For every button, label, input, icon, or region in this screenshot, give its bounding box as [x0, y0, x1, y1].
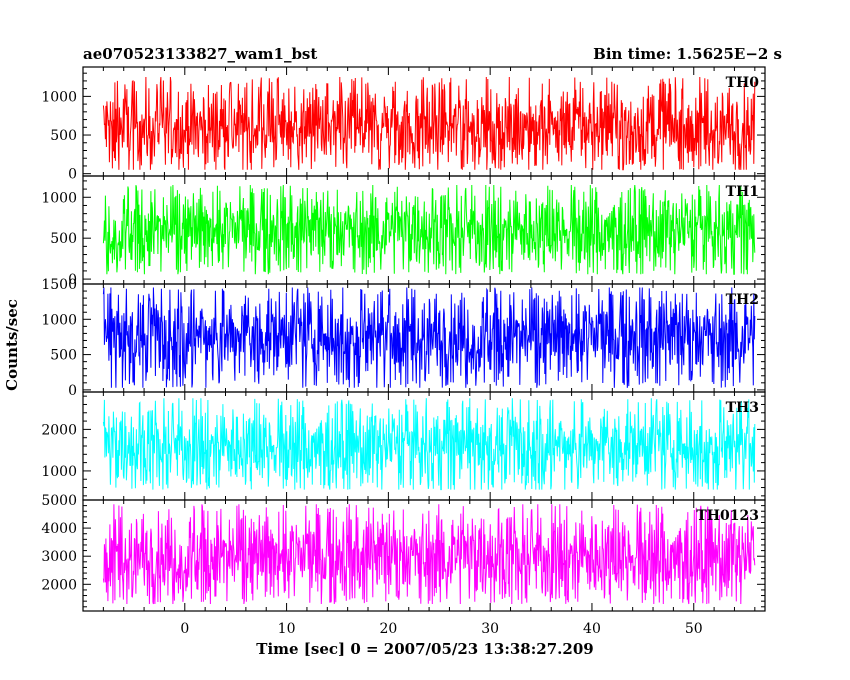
trace-th0123: [102, 504, 756, 605]
y-tick-label: 1000: [41, 312, 77, 328]
y-tick-label: 0: [68, 383, 77, 399]
y-tick-label: 500: [50, 348, 77, 364]
y-tick-label: 1500: [41, 277, 77, 293]
trace-th2: [102, 287, 756, 388]
x-tick-label: 50: [685, 621, 703, 637]
y-tick-label: 0: [68, 272, 77, 288]
x-tick-label: 0: [180, 621, 189, 637]
panel-label-th2: TH2: [726, 292, 759, 308]
panel-label-th1: TH1: [726, 184, 759, 200]
trace-th3: [102, 398, 756, 491]
y-tick-label: 2000: [41, 422, 77, 438]
trace-th1: [102, 184, 756, 275]
x-tick-label: 20: [379, 621, 397, 637]
y-axis-title: Counts/sec: [3, 299, 21, 391]
y-tick-label: 500: [50, 231, 77, 247]
y-tick-label: 500: [50, 128, 77, 144]
y-tick-label: 5000: [41, 493, 77, 509]
bin-time-label: Bin time: 1.5625E−2 s: [593, 45, 782, 63]
y-tick-label: 3000: [41, 549, 77, 565]
chart-title: ae070523133827_wam1_bst: [83, 45, 317, 63]
y-tick-label: 1000: [41, 89, 77, 105]
y-tick-label: 2000: [41, 577, 77, 593]
panel-frame-th0123: [82, 499, 766, 612]
y-tick-label: 1000: [41, 464, 77, 480]
y-tick-label: 0: [68, 167, 77, 183]
x-tick-label: 40: [583, 621, 601, 637]
x-axis-title: Time [sec] 0 = 2007/05/23 13:38:27.209: [256, 640, 593, 658]
y-tick-label: 1000: [41, 190, 77, 206]
y-tick-label: 4000: [41, 521, 77, 537]
x-tick-label: 30: [481, 621, 499, 637]
trace-th0: [102, 76, 756, 171]
panel-label-th0: TH0: [726, 75, 760, 91]
x-tick-label: 10: [278, 621, 296, 637]
panel-label-th0123: TH0123: [696, 508, 759, 524]
panel-label-th3: TH3: [726, 400, 759, 416]
